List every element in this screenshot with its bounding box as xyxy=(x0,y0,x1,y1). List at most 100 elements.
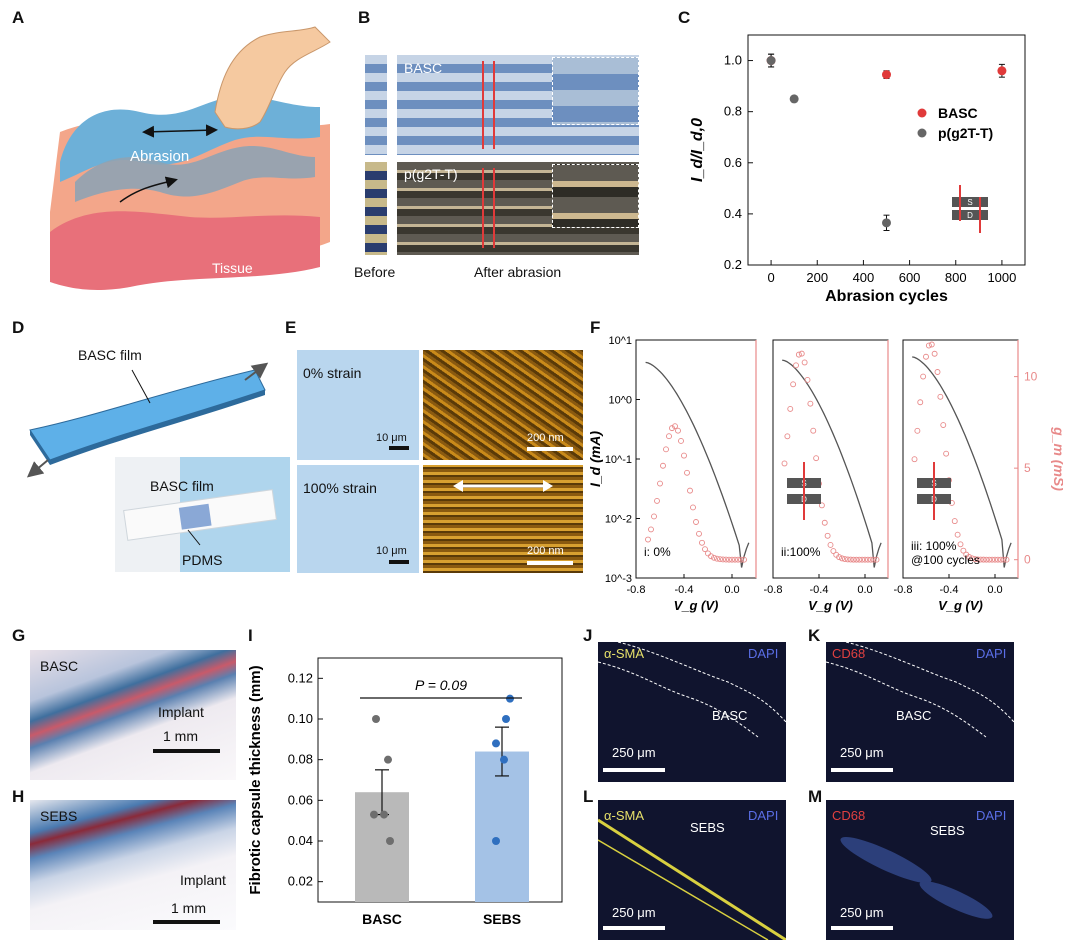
gm-data-point xyxy=(669,425,675,432)
gm-data-point xyxy=(807,400,814,407)
data-point xyxy=(386,837,394,845)
x-tick-label: -0.8 xyxy=(627,584,646,596)
legend-entry: p(g2T-T) xyxy=(938,125,993,141)
after-label: After abrasion xyxy=(474,264,562,280)
abrasion-label: Abrasion xyxy=(130,148,190,165)
data-point xyxy=(384,755,392,764)
gm-data-point xyxy=(951,518,958,525)
gm-data-point xyxy=(657,480,663,487)
basc-histology-tag: BASC xyxy=(40,658,79,674)
fluorescence-image-l xyxy=(598,800,786,940)
gm-data-point xyxy=(735,556,741,563)
gm-data-point xyxy=(864,556,871,563)
gm-data-point xyxy=(675,427,681,434)
panel-label-e: E xyxy=(285,318,297,337)
gm-data-point xyxy=(723,556,729,563)
basc-arrow-up xyxy=(482,61,484,149)
device-inset-icon: SD xyxy=(952,185,988,233)
x-tick-label: -0.4 xyxy=(940,584,959,596)
y-tick-label: 10^0 xyxy=(608,395,632,407)
y-tick-label: 0.4 xyxy=(724,206,742,221)
gm-data-point xyxy=(859,556,866,563)
x-tick-label: -0.4 xyxy=(810,584,829,596)
plot-frame xyxy=(747,34,1026,266)
panel-label-j: J xyxy=(583,626,593,645)
data-point-pg2tt xyxy=(789,94,799,104)
scale-label-j: 250 μm xyxy=(612,745,656,760)
gm-data-point xyxy=(940,422,947,428)
afm-image-100-strain xyxy=(423,465,583,573)
x-axis-label: V_g (V) xyxy=(674,598,719,613)
gm-data-point xyxy=(678,437,684,444)
scale-label-m: 250 μm xyxy=(840,905,884,920)
panel-label-b: B xyxy=(358,8,371,27)
y-tick-label: 0.02 xyxy=(288,874,313,889)
x-tick-label: 0.0 xyxy=(987,584,1002,596)
x-tick-label: 1000 xyxy=(987,270,1016,285)
y-tick-label: 0.8 xyxy=(724,104,742,119)
y-tick-label: 1.0 xyxy=(724,53,742,68)
gm-data-point xyxy=(714,555,720,562)
gm-data-point xyxy=(784,433,791,440)
before-label: Before xyxy=(354,264,396,280)
y-tick-label-right: 10 xyxy=(1024,370,1038,384)
y-axis-label: Fibrotic capsule thickness (mm) xyxy=(247,665,264,894)
inset-s-label: S xyxy=(967,198,972,207)
subplot-label: @100 cycles xyxy=(911,553,980,567)
implant-label-h: Implant xyxy=(180,872,226,888)
dapi-label-m: DAPI xyxy=(976,808,1007,823)
scale-bar-e2 xyxy=(527,447,573,451)
y-tick-label: 0.06 xyxy=(288,792,313,807)
panel-label-h: H xyxy=(12,787,25,806)
subplot-label: i: 0% xyxy=(644,545,671,559)
panel-label-g: G xyxy=(12,626,26,645)
device-inset-icon: SD xyxy=(917,462,951,520)
gm-data-point xyxy=(954,531,961,538)
abrasion-illustration xyxy=(50,26,331,290)
scale-bar-e3 xyxy=(389,560,409,564)
data-point xyxy=(500,755,508,764)
gm-data-point xyxy=(917,399,924,406)
gm-data-point xyxy=(798,350,805,357)
optical-image-0-strain xyxy=(297,350,419,460)
gm-data-point xyxy=(830,548,837,554)
scale-label-l: 250 μm xyxy=(612,905,656,920)
gm-data-point xyxy=(836,554,843,561)
stain-label-m: CD68 xyxy=(832,808,866,823)
x-tick-label: BASC xyxy=(362,911,402,927)
scale-bar-g xyxy=(153,749,220,753)
fluorescence-image-m xyxy=(826,800,1014,940)
gm-data-point xyxy=(711,554,717,561)
gm-data-point xyxy=(971,556,978,562)
gm-data-point xyxy=(925,342,932,349)
y-axis-label-left: I_d (mA) xyxy=(588,431,603,487)
sebs-histology-tag: SEBS xyxy=(40,808,78,824)
panel-label-f: F xyxy=(590,318,601,337)
id-transfer-curve xyxy=(912,356,1012,568)
scale-label-g: 1 mm xyxy=(163,728,198,744)
gm-data-point xyxy=(856,556,863,563)
scale-bar-e1 xyxy=(389,446,409,450)
gm-data-point xyxy=(824,532,831,539)
chart-f: -0.8 -0.4 0.0 V_g (V) i: 0% -0.8 -0.4 0.0 V_g (V… xyxy=(588,335,1063,613)
gm-data-point xyxy=(801,359,808,366)
gm-data-point xyxy=(1000,556,1007,563)
data-point xyxy=(492,739,500,748)
material-label-j: BASC xyxy=(712,708,748,723)
x-tick-label: 800 xyxy=(945,270,967,285)
gm-data-point xyxy=(818,502,825,509)
gm-data-point xyxy=(997,556,1004,563)
basc-film-label: BASC film xyxy=(78,347,142,363)
gm-data-point xyxy=(793,362,799,369)
gm-data-point xyxy=(663,446,669,453)
pg2tt-before-image xyxy=(365,162,387,255)
gm-data-point xyxy=(931,350,938,357)
optical-image-100-strain xyxy=(297,465,419,573)
dapi-label-j: DAPI xyxy=(748,646,779,661)
strain-direction-arrow xyxy=(453,480,553,492)
scale-label-e4: 200 nm xyxy=(527,545,564,557)
gm-data-point xyxy=(873,556,880,563)
panel-label-l: L xyxy=(583,787,594,806)
gm-data-point xyxy=(934,369,941,375)
stain-label-k: CD68 xyxy=(832,646,866,661)
